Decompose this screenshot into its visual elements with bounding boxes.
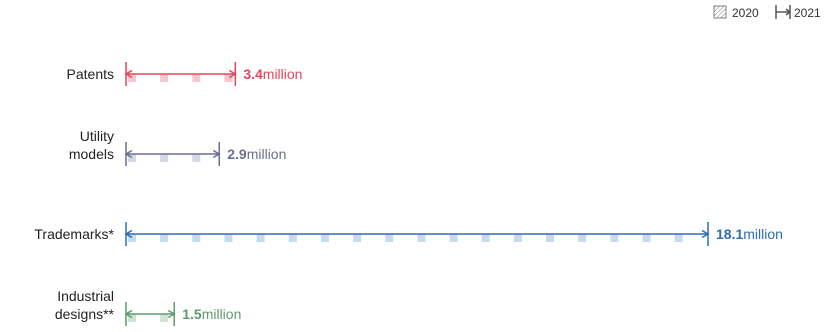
value-number: 3.4 (243, 66, 263, 82)
bar-2020-block (288, 234, 297, 242)
bar-2020-block (160, 154, 169, 162)
row-utility: Utility models 2.9million (69, 128, 286, 166)
legend-symbol-2021 (775, 5, 792, 19)
category-label: Trademarks* (34, 226, 114, 242)
value-unit: million (247, 146, 287, 162)
bar-2021-arrow-left (124, 309, 133, 319)
bar-2020-block (578, 234, 587, 242)
legend-swatch-2020 (713, 5, 727, 19)
value-number: 18.1 (716, 226, 743, 242)
category-label: Industrial designs** (55, 288, 115, 322)
bar-2020-block (417, 234, 426, 242)
row-trademarks: Trademarks* 18.1million (34, 222, 783, 246)
bar-2020-block (610, 234, 619, 242)
bar-2020-block (192, 154, 201, 162)
category-label-line: Utility (80, 128, 114, 144)
bar-2020-block (128, 234, 136, 242)
bar-2020-block (128, 314, 136, 322)
value-unit: million (743, 226, 783, 242)
value-number: 2.9 (227, 146, 247, 162)
bar-2021-arrow-left (124, 149, 133, 159)
legend: 2020 2021 (713, 5, 821, 20)
bar-2020-block (642, 234, 651, 242)
value-label: 1.5million (182, 306, 241, 322)
bar-2021-arrow-left (124, 229, 133, 239)
legend-label-2020: 2020 (732, 6, 759, 20)
bar-2020-block (546, 234, 555, 242)
category-label-line: models (69, 146, 114, 162)
bar-2020-block (320, 234, 329, 242)
bar-2020-block (160, 74, 169, 82)
bar-2020-block (353, 234, 362, 242)
category-label: Utility models (69, 128, 114, 162)
category-label-line: Industrial (57, 288, 114, 304)
bar-2020-block (449, 234, 458, 242)
value-label: 3.4million (243, 66, 302, 82)
bar-2020-block (224, 234, 233, 242)
bar-2020-block (674, 234, 683, 242)
row-industrial: Industrial designs** 1.5million (55, 288, 241, 326)
category-label-line: designs** (55, 306, 115, 322)
bar-2020-block (385, 234, 394, 242)
bar-2020-block (192, 74, 201, 82)
bar-2020-block (160, 234, 169, 242)
bar-2020-block (224, 74, 233, 82)
bar-2020-block (128, 74, 136, 82)
value-label: 2.9million (227, 146, 286, 162)
bar-2020-block (160, 314, 169, 322)
row-patents: Patents 3.4million (67, 62, 302, 86)
bar-2020-block (256, 234, 265, 242)
value-label: 18.1million (716, 226, 783, 242)
bar-2020-block (128, 154, 136, 162)
bar-2020-block (481, 234, 490, 242)
bar-2020-block (192, 234, 201, 242)
value-unit: million (263, 66, 303, 82)
bar-2020-block (513, 234, 522, 242)
category-label-line: Patents (67, 66, 114, 82)
value-number: 1.5 (182, 306, 202, 322)
value-unit: million (202, 306, 242, 322)
legend-label-2021: 2021 (794, 6, 821, 20)
bar-2021-arrow-left (124, 69, 133, 79)
category-label-line: Trademarks* (34, 226, 114, 242)
category-label: Patents (67, 66, 114, 82)
